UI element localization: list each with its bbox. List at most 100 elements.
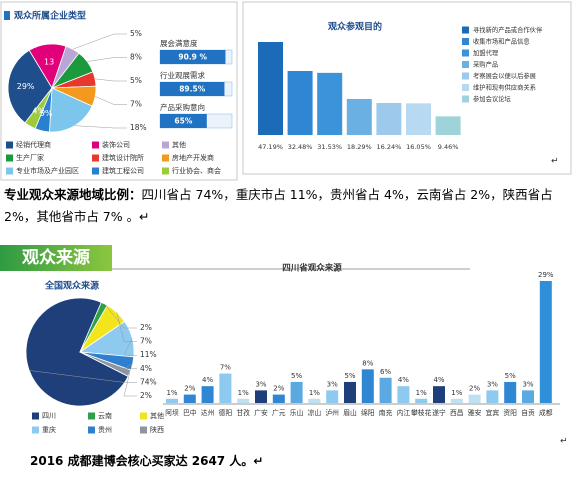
bar (326, 390, 339, 403)
data-label: 3% (327, 380, 338, 388)
legend-label: 装饰公司 (102, 140, 130, 149)
data-label: 18.29% (347, 143, 372, 151)
legend-label: 陕西 (150, 425, 164, 434)
data-label: 2% (469, 385, 480, 393)
data-label: 74% (140, 377, 157, 386)
legend-label: 寻找新的产品或合作伙伴 (473, 25, 543, 34)
legend-label: 房地产开发商 (172, 153, 214, 162)
bar (379, 377, 392, 403)
x-tick-label: 甘孜 (236, 408, 250, 417)
bar-label: 行业观展需求 (160, 70, 205, 80)
paragraph: 专业观众来源地域比例：四川省占 74%，重庆市占 11%，贵州省占 4%，云南省… (4, 184, 570, 228)
x-tick-label: 眉山 (343, 408, 357, 417)
bar (308, 398, 321, 403)
bar (376, 102, 402, 135)
return-mark: ↵ (551, 157, 559, 167)
chart-title: 全国观众来源 (44, 280, 99, 292)
data-label: 29% (17, 82, 35, 91)
x-tick-label: 绵阳 (361, 408, 375, 417)
bar (237, 398, 250, 403)
title-marker (4, 11, 10, 20)
pie-slice (7, 49, 53, 124)
footer-text: 2016 成都建博会核心买家达 2647 人。↵ (30, 454, 264, 468)
bar (504, 381, 517, 403)
chart-title: 观众所属企业类型 (14, 10, 86, 22)
bar (219, 373, 232, 403)
legend-swatch (32, 426, 39, 434)
data-label: 7% (140, 337, 152, 346)
data-label: 13 (44, 57, 54, 66)
data-label: 5% (344, 372, 355, 380)
bar (346, 98, 372, 135)
data-label: 3% (487, 380, 498, 388)
bar (433, 386, 445, 403)
bar (317, 72, 343, 135)
banner-text: 观众来源 (21, 247, 90, 268)
x-tick-label: 内江 (397, 408, 411, 417)
data-label: 32.48% (288, 143, 313, 151)
legend-label: 行业协会、商会 (172, 166, 221, 175)
x-tick-label: 德阳 (219, 408, 233, 417)
leader-line (123, 373, 137, 397)
legend-swatch (6, 141, 13, 149)
x-tick-label: 巴中 (183, 408, 197, 417)
legend-swatch (462, 49, 469, 57)
data-label: 5% (291, 372, 302, 380)
data-label: 9.46% (438, 143, 459, 151)
banner (0, 245, 112, 271)
legend-swatch (88, 412, 95, 420)
return-mark: ↵ (560, 437, 568, 447)
legend-label: 采购产品 (473, 60, 498, 69)
legend-label: 加盟代理 (473, 48, 499, 57)
legend-label: 其他 (150, 411, 164, 420)
legend-label: 经销代理商 (16, 140, 51, 149)
legend-label: 参加会议论坛 (473, 94, 511, 103)
x-tick-label: 攀枝花 (411, 408, 432, 417)
data-label: 4% (202, 376, 213, 384)
data-label: 18% (130, 123, 147, 132)
bar (160, 50, 226, 64)
paragraph-lead: 专业观众来源地域比例： (4, 187, 142, 202)
leader-line (123, 363, 137, 370)
data-label: 29% (538, 271, 554, 279)
leader-line (123, 338, 137, 356)
data-label: 5% (505, 372, 516, 380)
bar (406, 103, 431, 135)
legend-swatch (6, 167, 13, 175)
x-tick-label: 西昌 (450, 409, 464, 417)
pie-slice (79, 351, 132, 377)
x-tick-label: 广元 (272, 408, 286, 417)
data-label: 1% (238, 389, 249, 397)
legend-swatch (462, 84, 469, 91)
legend-swatch (92, 154, 99, 162)
bar (160, 82, 225, 96)
legend-swatch (162, 154, 169, 162)
x-tick-label: 遂宁 (432, 408, 446, 417)
data-label: 5% (130, 29, 142, 38)
legend-swatch (92, 167, 99, 175)
bar (201, 386, 214, 403)
chart-title: 观众参观目的 (328, 21, 382, 33)
bar (397, 386, 410, 403)
legend-swatch (462, 61, 469, 68)
chart-title: 四川省观众来源 (282, 263, 342, 274)
x-tick-label: 乐山 (290, 408, 304, 417)
x-tick-label: 阿坝 (165, 408, 179, 417)
leader-line (104, 303, 137, 329)
data-label: 1% (451, 389, 462, 397)
data-label: 5% (130, 76, 142, 85)
legend-label: 其他 (172, 140, 186, 149)
data-label: 4% (32, 106, 45, 115)
data-label: 2% (140, 391, 152, 400)
data-label: 4% (140, 364, 152, 373)
leader-line (72, 33, 127, 50)
data-label: 4% (398, 376, 409, 384)
data-label: 1% (309, 389, 320, 397)
bar (166, 398, 178, 403)
bar (272, 394, 285, 403)
data-label: 2% (273, 385, 284, 393)
legend-label: 考察展会以便以后参展 (473, 71, 537, 80)
legend-swatch (462, 26, 469, 34)
x-tick-label: 凉山 (308, 408, 322, 417)
bar (287, 70, 313, 135)
